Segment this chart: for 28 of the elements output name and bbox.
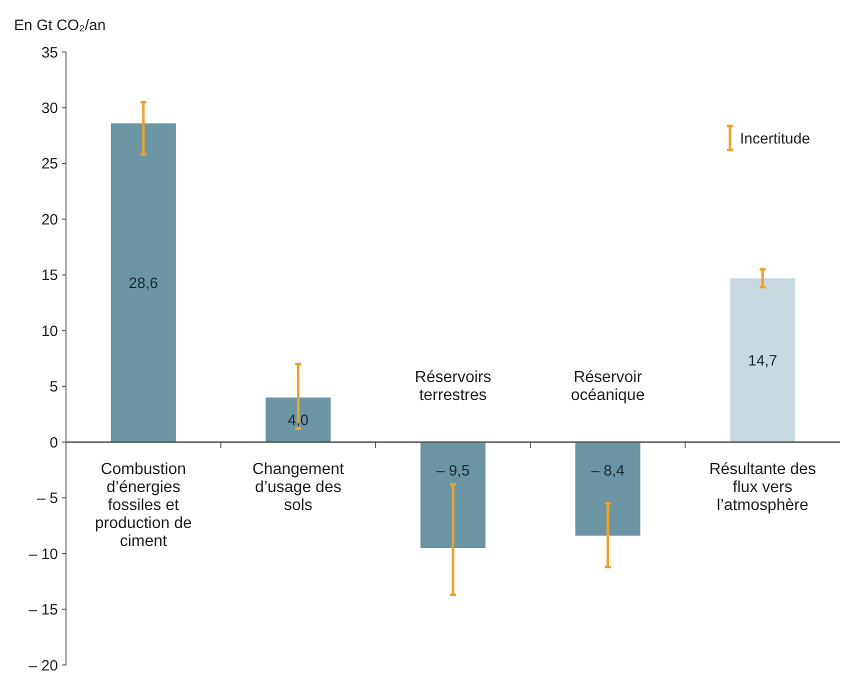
x-tick-label: Réservoir océanique bbox=[570, 369, 645, 404]
y-tick-label: – 10 bbox=[28, 546, 58, 563]
y-tick-label: – 20 bbox=[28, 657, 58, 673]
data-label: – 8,4 bbox=[591, 462, 624, 480]
bar bbox=[420, 442, 486, 548]
y-tick-label: – 15 bbox=[28, 602, 58, 619]
y-tick-label: 5 bbox=[50, 378, 58, 396]
annotation: Incertitude bbox=[740, 130, 810, 148]
x-tick-label: Changement d’usage des sols bbox=[252, 461, 345, 514]
y-axis-title: En Gt CO₂/an bbox=[14, 17, 106, 34]
y-tick-label: – 5 bbox=[37, 490, 58, 508]
y-tick-label: 0 bbox=[50, 434, 58, 452]
data-label: 14,7 bbox=[748, 352, 778, 370]
bar bbox=[730, 278, 796, 442]
y-tick-label: 35 bbox=[41, 44, 58, 62]
bar bbox=[575, 442, 640, 536]
data-label: 28,6 bbox=[128, 274, 158, 292]
y-tick-label: 30 bbox=[41, 100, 58, 117]
y-tick-label: 10 bbox=[41, 322, 58, 340]
y-tick-label: 20 bbox=[41, 211, 58, 228]
y-tick-label: 15 bbox=[41, 267, 58, 284]
bar bbox=[266, 398, 331, 442]
x-tick-label: Résultante des flux vers l’atmosphère bbox=[709, 461, 816, 514]
y-tick-label: 25 bbox=[41, 156, 58, 173]
x-tick-label: Combustion d’énergies fossiles et production de ciment bbox=[94, 461, 192, 550]
bar bbox=[110, 123, 176, 442]
data-label: – 9,5 bbox=[436, 462, 470, 480]
x-tick-label: Réservoirs terrestres bbox=[414, 369, 492, 404]
